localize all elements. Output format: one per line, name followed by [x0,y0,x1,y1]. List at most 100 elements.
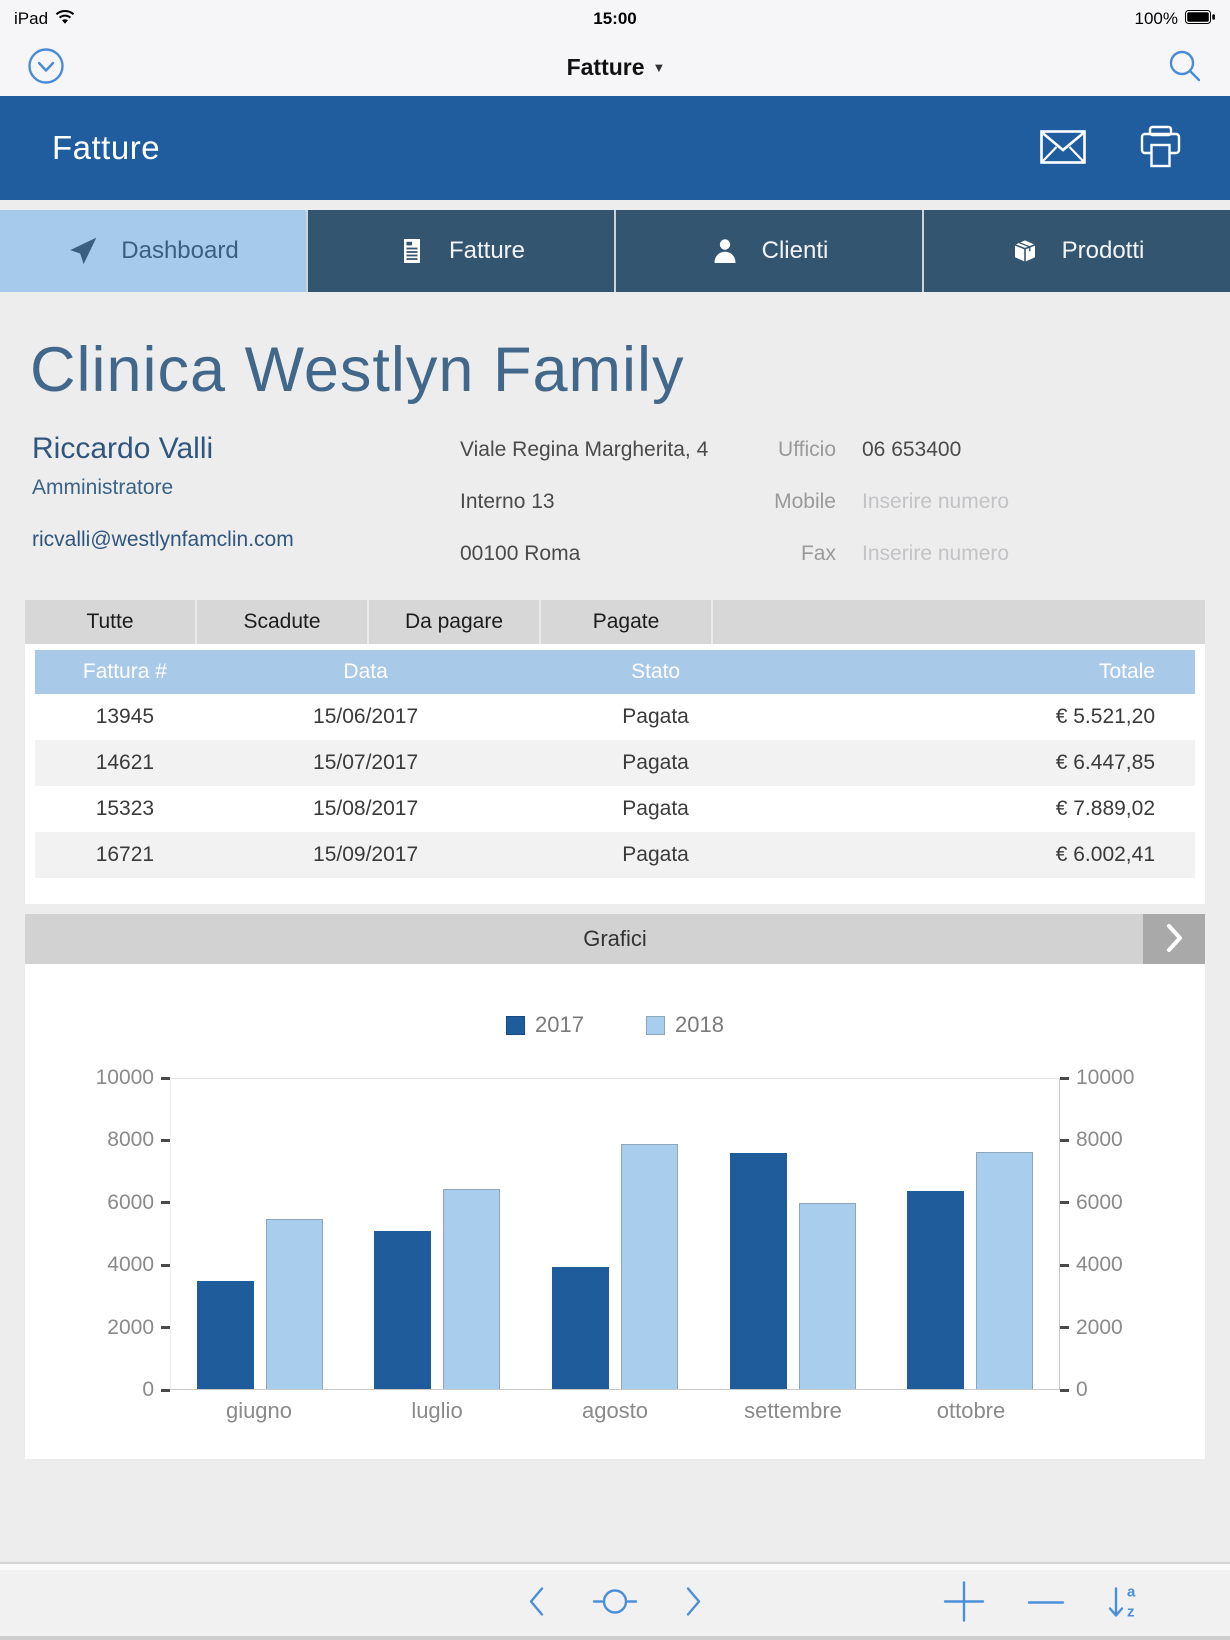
tab-label: Clienti [761,237,829,264]
bar-group-ottobre [907,1079,1034,1389]
bar-2017-luglio [374,1230,432,1389]
y-axis-left: 0 2000 4000 6000 8000 10000 [65,1066,170,1401]
invoice-row-13945[interactable]: 13945 15/06/2017 Pagata € 5.521,20 [35,694,1195,740]
bar-2017-ottobre [907,1190,965,1389]
y-tick-mark [1060,1326,1069,1330]
address-street-field[interactable]: Viale Regina Margherita, 4 [460,438,709,461]
svg-text:z: z [1127,1604,1135,1621]
bar-group-agosto [551,1079,678,1389]
y-tick-0: 0 [142,1378,170,1401]
phone-value-field[interactable]: Inserire numero [862,542,1010,565]
person-icon [714,239,736,263]
wifi-icon [55,9,75,30]
contact-email-field[interactable]: ricvalli@westlynfamclin.com [32,528,294,551]
battery-icon [1184,9,1216,29]
y-tick-4000: 4000 [1060,1253,1123,1276]
legend-swatch [646,1015,665,1035]
legend-label: 2018 [675,1012,724,1037]
search-button[interactable] [1166,47,1204,88]
invoice-number: 14621 [95,751,155,774]
x-label-ottobre: ottobre [936,1398,1006,1423]
bar-2018-ottobre [976,1151,1034,1389]
tab-clienti[interactable]: Clienti [614,210,922,292]
caret-down-icon: ▼ [652,59,666,75]
mail-icon [1040,129,1086,167]
y-tick-mark [161,1201,170,1205]
y-tick-mark [161,1076,170,1080]
tab-bar: Dashboard Fatture Clienti Prodotti [0,210,1230,292]
x-label-agosto: agosto [581,1398,649,1423]
print-button[interactable] [1138,125,1184,172]
filter-scadute[interactable]: Scadute [197,600,369,644]
y-tick-label: 4000 [107,1253,154,1277]
filter-da-pagare[interactable]: Da pagare [369,600,541,644]
y-tick-label: 8000 [107,1128,154,1152]
address-city-field[interactable]: 00100 Roma [460,542,581,565]
charts-next-button[interactable] [1143,914,1205,964]
tab-label: Prodotti [1061,237,1145,264]
toolbar-divider [0,1562,1230,1570]
tab-prodotti[interactable]: Prodotti [922,210,1230,292]
invoice-row-15323[interactable]: 15323 15/08/2017 Pagata € 7.889,02 [35,786,1195,832]
phone-row-fax: Fax Inserire numero [770,542,1010,565]
y-tick-label: 2000 [107,1315,154,1339]
phone-value-field[interactable]: 06 653400 [862,438,962,461]
window-menu-button[interactable] [26,46,66,89]
battery-percent: 100% [1134,9,1178,28]
column-header-stato: Stato [631,660,681,683]
circle-chevron-down-icon [26,46,66,89]
file-title: Fatture [566,53,645,80]
tab-label: Dashboard [121,237,239,264]
filter-pagate[interactable]: Pagate [541,600,713,644]
company-name-field[interactable]: Clinica Westlyn Family [30,335,685,405]
file-title-menu[interactable]: Fatture ▼ [567,54,666,81]
chevron-right-icon [1164,923,1184,956]
svg-text:a: a [1127,1584,1136,1601]
tab-dashboard[interactable]: Dashboard [0,210,306,292]
legend-item-2018: 2018 [646,1012,724,1038]
contact-section: Riccardo Valli Amministratore ricvalli@w… [0,424,1230,600]
phone-value-field[interactable]: Inserire numero [862,490,1010,513]
address-unit-field[interactable]: Interno 13 [460,490,555,513]
phone-label: Fax [800,542,836,565]
phone-label: Mobile [774,490,836,513]
tab-fatture[interactable]: Fatture [306,210,614,292]
next-record-button[interactable] [679,1584,707,1623]
y-tick-mark [1060,1138,1069,1142]
column-header-totale: Totale [1098,660,1155,683]
mail-button[interactable] [1040,129,1086,167]
invoice-row-16721[interactable]: 16721 15/09/2017 Pagata € 6.002,41 [35,832,1195,878]
navigation-arrow-icon [70,237,97,265]
filter-tutte[interactable]: Tutte [25,600,197,644]
contact-name-field[interactable]: Riccardo Valli [32,432,214,465]
clock: 15:00 [593,9,637,28]
phone-row-mobile: Mobile Inserire numero [770,490,1010,513]
y-tick-label: 2000 [1076,1315,1123,1339]
invoice-status: Pagata [622,843,689,866]
legend-item-2017: 2017 [506,1012,584,1038]
previous-record-button[interactable] [523,1584,551,1623]
add-record-button[interactable] [942,1580,986,1627]
search-icon [1166,47,1204,88]
y-axis-right: 0 2000 4000 6000 8000 10000 [1060,1066,1165,1401]
bar-group-luglio [374,1079,501,1389]
invoice-date: 15/06/2017 [313,705,419,728]
invoice-status: Pagata [622,751,689,774]
delete-record-button[interactable] [1026,1596,1066,1611]
invoice-row-14621[interactable]: 14621 15/07/2017 Pagata € 6.447,85 [35,740,1195,786]
bar-group-giugno [196,1079,323,1389]
y-tick-label: 8000 [1076,1128,1123,1152]
carrier-label: iPad [14,9,49,28]
y-tick-label: 10000 [1076,1066,1135,1089]
record-slider-button[interactable] [587,1584,643,1623]
y-tick-mark [1060,1388,1069,1392]
bar-chart: 2017 2018 0 2000 4000 6000 8000 10000 0 2000 400… [25,964,1205,1459]
contact-role-field[interactable]: Amministratore [32,476,174,499]
bar-2017-giugno [196,1280,254,1389]
x-label-luglio: luglio [411,1398,463,1423]
chart-plot-area [170,1078,1060,1390]
app-header: Fatture [0,96,1230,200]
